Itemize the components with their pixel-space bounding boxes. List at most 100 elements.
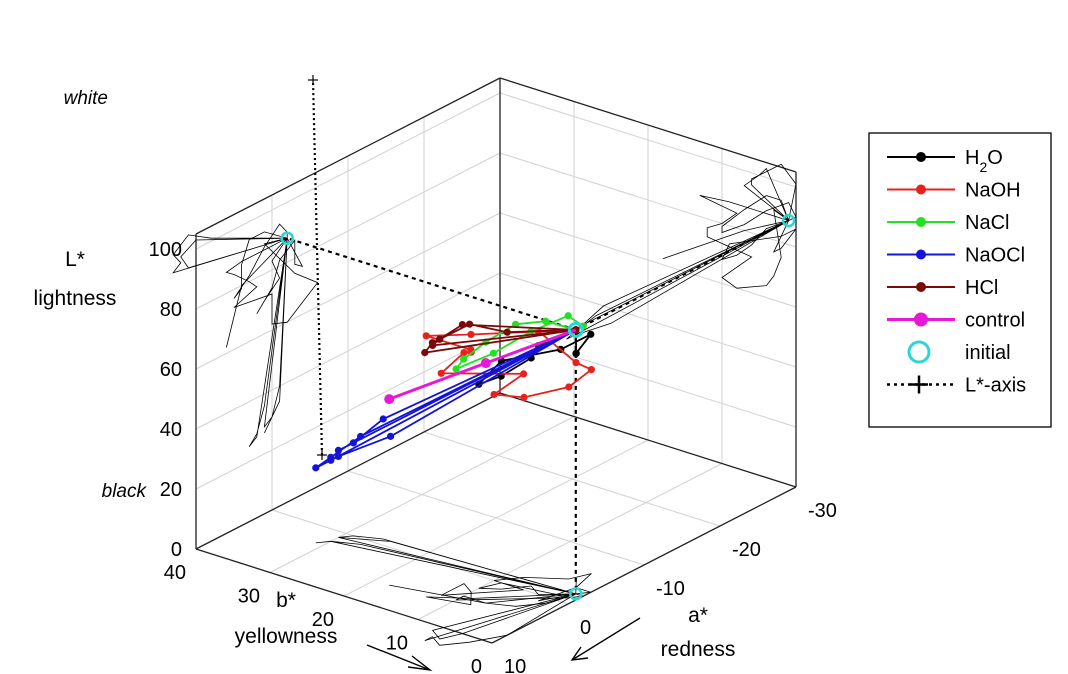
data-point [489, 349, 497, 357]
data-point [452, 365, 460, 373]
legend-item-naoh: NaOH [887, 180, 1021, 202]
data-point [572, 359, 580, 367]
wall-grid-line [195, 92, 501, 250]
l-axis-dotted-line [311, 79, 324, 456]
white-label: white [64, 88, 108, 109]
tick-labels: 0 20 40 60 80 100 0 10 20 30 40 -30 -20 -10 0 10 [149, 239, 837, 674]
data-point [357, 432, 365, 441]
legend-label-initial: initial [965, 342, 1011, 364]
data-point [458, 321, 466, 329]
a-tick-label: 0 [580, 617, 591, 639]
data-point [437, 369, 445, 377]
initial-projection-marker [569, 587, 583, 601]
projection-left-wall [225, 237, 319, 325]
l-axis-title: L* [65, 248, 85, 271]
a-tick-label: 10 [504, 656, 526, 674]
frame-edge [195, 77, 501, 235]
a-axis-title: a* [688, 604, 708, 627]
l-tick-label: 100 [149, 239, 182, 261]
b-tick-label: 20 [312, 609, 334, 631]
frame-edge [195, 392, 501, 550]
l-axis-subtitle: lightness [34, 287, 117, 310]
legend-dot [916, 249, 926, 260]
initial-guide-line [286, 237, 577, 331]
initial-guides [280, 213, 796, 601]
floor-grid-line [423, 431, 721, 527]
projection-right-wall [721, 220, 797, 261]
data-point [511, 320, 520, 328]
l-tick-label: 80 [160, 299, 182, 321]
data-point [564, 312, 572, 320]
grid [195, 77, 797, 644]
data-point [520, 370, 528, 378]
b-tick-label: 0 [471, 656, 482, 674]
legend-dot [916, 184, 926, 195]
b-axis-title: b* [276, 589, 296, 612]
b-tick-label: 30 [238, 586, 260, 608]
wall-grid-line [499, 92, 797, 188]
initial-projection-marker [781, 213, 796, 228]
series-naocl [312, 326, 580, 472]
data-point [542, 317, 550, 325]
wall-grid-line [195, 272, 501, 430]
wall-grid-line [195, 152, 501, 310]
wall-grid-line [499, 152, 797, 248]
series-line-nacl [453, 314, 585, 372]
data-point [421, 349, 429, 357]
l-tick-label: 0 [171, 539, 182, 561]
projections [172, 163, 797, 646]
wall-grid-line [195, 212, 501, 370]
data-point [565, 383, 573, 391]
projection-floor [426, 573, 592, 606]
projection-floor [315, 535, 576, 595]
legend-dot [916, 152, 926, 162]
legend-dot [916, 217, 926, 227]
wall-grid-line [195, 332, 501, 490]
data-point [436, 335, 444, 343]
data-point [334, 452, 342, 460]
data-point [429, 341, 437, 350]
l-tick-label: 20 [160, 479, 182, 501]
initial-projection-marker [280, 231, 294, 245]
legend-item-control: control [887, 310, 1025, 332]
legend-item-naocl: NaOCl [887, 245, 1025, 267]
data-point [503, 328, 511, 336]
frame-edge [491, 486, 797, 644]
frame-edge [195, 548, 493, 644]
data-point [422, 332, 430, 340]
frame-edge [499, 77, 797, 173]
projection-left-wall [172, 234, 288, 274]
data-point [480, 358, 491, 369]
b-tick-label: 10 [386, 633, 408, 655]
b-axis-subtitle: yellowness [235, 625, 338, 648]
l-axis-line [308, 75, 327, 460]
data-point [572, 349, 580, 357]
legend-item-initial: initial [907, 340, 1011, 364]
projection-floor [424, 593, 577, 646]
black-label: black [102, 481, 148, 502]
projection-right-wall [743, 163, 797, 221]
a-tick-label: -20 [732, 539, 761, 561]
data-point [312, 464, 320, 472]
series-layer [312, 312, 596, 472]
wall-grid-line [499, 272, 797, 368]
series-nacl [452, 312, 587, 373]
legend-label-naoh: NaOH [965, 180, 1021, 202]
legend-dot [916, 282, 926, 292]
data-point [460, 349, 468, 357]
data-point [387, 432, 395, 440]
projection-left-wall [248, 238, 288, 447]
series-control [384, 328, 577, 405]
a-direction-arrow [570, 617, 641, 661]
legend-label-control: control [965, 310, 1025, 332]
a-tick-label: -30 [808, 500, 837, 522]
data-point [327, 456, 335, 464]
b-direction-arrow [366, 644, 433, 672]
initial-guide-line [575, 219, 790, 331]
projection-left-wall [226, 237, 288, 348]
projection-right-wall [662, 220, 789, 260]
data-point [379, 415, 387, 423]
projection-left-wall [256, 237, 304, 315]
data-point [587, 330, 595, 338]
series-line-naocl [315, 329, 577, 469]
